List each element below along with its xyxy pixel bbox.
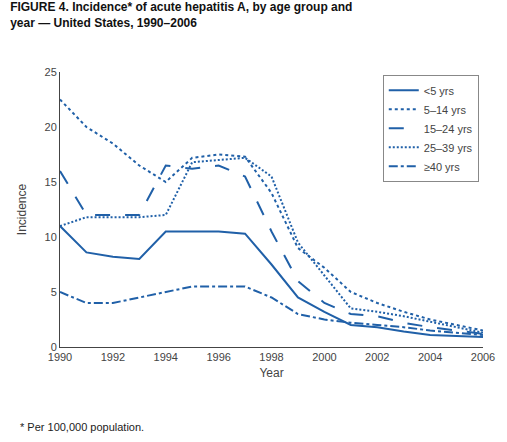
svg-text:1998: 1998 [259,351,283,363]
svg-text:2000: 2000 [312,351,336,363]
svg-text:≥40 yrs: ≥40 yrs [424,161,460,173]
svg-text:15–24 yrs: 15–24 yrs [424,123,473,135]
svg-text:10: 10 [45,231,57,243]
svg-text:0: 0 [51,341,57,353]
svg-text:1996: 1996 [206,351,230,363]
svg-text:25: 25 [45,66,57,78]
svg-text:2004: 2004 [418,351,442,363]
svg-text:* Per 100,000 population.: * Per 100,000 population. [20,421,144,433]
svg-text:Year: Year [259,366,283,380]
svg-text:25–39 yrs: 25–39 yrs [424,142,473,154]
svg-text:15: 15 [45,176,57,188]
svg-text:Incidence: Incidence [15,183,29,235]
svg-text:2006: 2006 [471,351,495,363]
svg-text:5–14 yrs: 5–14 yrs [424,104,467,116]
svg-text:1990: 1990 [48,351,72,363]
svg-text:<5 yrs: <5 yrs [424,85,455,97]
svg-text:1992: 1992 [101,351,125,363]
svg-text:2002: 2002 [365,351,389,363]
svg-text:FIGURE 4. Incidence* of acute: FIGURE 4. Incidence* of acute hepatitis … [10,0,352,30]
svg-text:1994: 1994 [154,351,178,363]
svg-text:5: 5 [51,286,57,298]
svg-text:20: 20 [45,121,57,133]
